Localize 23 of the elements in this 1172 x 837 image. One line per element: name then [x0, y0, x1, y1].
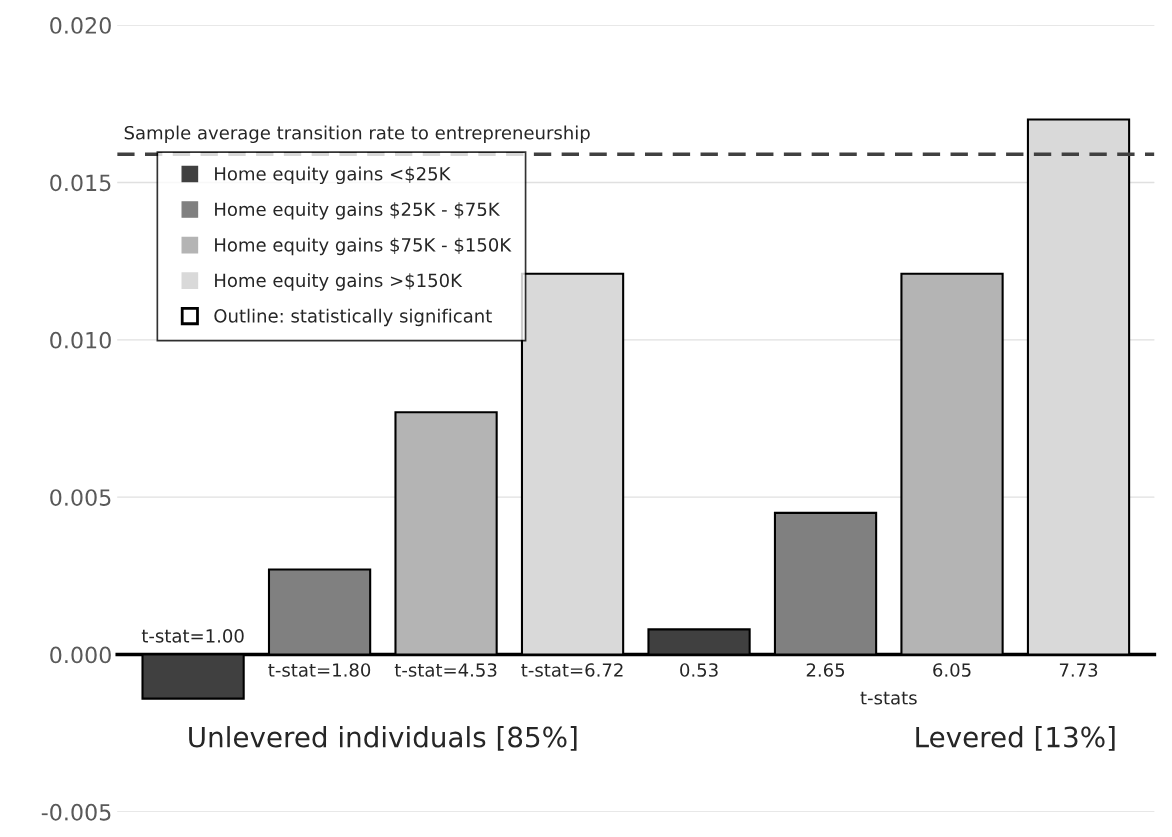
- annotation: t-stats: [860, 691, 917, 705]
- y-tick-label: -0.005: [41, 803, 111, 821]
- x-tick-label: 2.65: [806, 663, 845, 677]
- x-tick-label: 7.73: [1059, 663, 1098, 677]
- y-tick-label: 0.010: [50, 331, 111, 349]
- x-tick-label: t-stat=4.53: [394, 663, 497, 677]
- legend-label: Home equity gains <$25K: [215, 166, 451, 185]
- ref-line-label: Sample average transition rate to entrepreneurship: [124, 125, 590, 144]
- y-tick-label: 0.020: [50, 17, 111, 34]
- legend-label: Home equity gains $25K - $75K: [215, 202, 501, 220]
- y-tick-label: 0.015: [50, 174, 111, 192]
- annotation: Unlevered individuals [85%]: [189, 726, 577, 751]
- y-tick-label: 0.005: [50, 489, 111, 506]
- x-tick-label: 6.05: [933, 663, 971, 677]
- annotation: Levered [13%]: [916, 726, 1115, 751]
- x-tick-label: t-stat=1.80: [268, 663, 371, 677]
- y-tick-label: 0.000: [50, 646, 111, 664]
- x-tick-label: t-stat=6.72: [521, 663, 623, 677]
- legend-label: Home equity gains $75K - $150K: [215, 237, 512, 256]
- legend-label: Home equity gains >$150K: [215, 273, 463, 291]
- x-tick-label: t-stat=1.00: [141, 629, 244, 643]
- x-tick-label: 0.53: [680, 663, 718, 677]
- annotation: Outline: statistically significant: [214, 308, 492, 327]
